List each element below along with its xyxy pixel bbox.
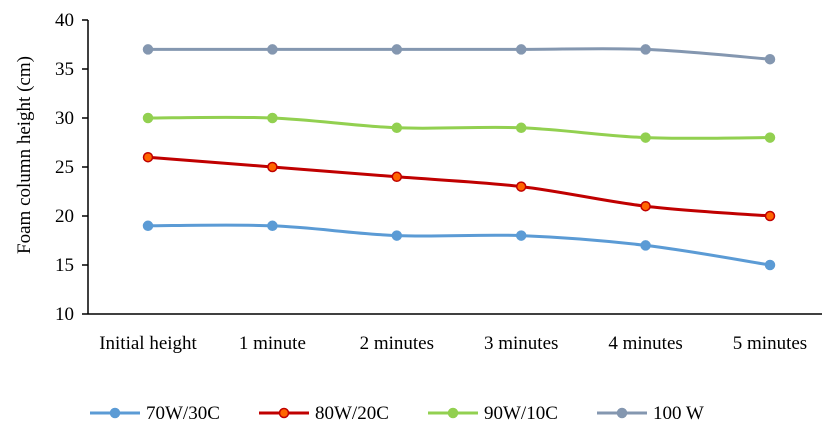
data-point [142,151,154,163]
y-tick-label: 40 [55,10,74,31]
legend-marker [109,407,121,419]
data-point [640,200,651,212]
y-tick-label: 15 [55,255,74,276]
data-point [515,230,527,241]
series-line [147,155,771,218]
y-tick-label: 10 [55,304,74,325]
y-tick-label: 30 [55,108,74,129]
legend: 70W/30C 80W/20C 90W/10C 100 W [90,403,704,423]
data-point [515,122,527,134]
legend-label: 90W/10C [484,403,558,423]
x-axis-ticks: Initial height 1 minute 2 minutes 3 minutes… [99,333,807,354]
series-line [147,223,771,267]
data-point [391,122,403,134]
legend-marker [616,407,628,419]
legend-label: 70W/30C [146,403,220,423]
x-tick-label: 5 minutes [733,333,807,354]
data-point [640,240,651,251]
series-layer [142,44,776,271]
data-point [267,161,278,173]
data-point [142,112,154,124]
x-tick-label: 3 minutes [484,333,558,354]
legend-entry: 100 W [597,403,704,423]
y-tick-label: 35 [55,59,74,80]
data-point [515,181,527,192]
data-point [267,220,278,232]
y-axis-title: Foam column height (cm) [14,56,35,254]
x-tick-label: Initial height [99,333,197,354]
data-point [391,44,403,55]
legend-marker [278,407,290,419]
data-point [764,259,776,271]
axes [87,20,822,315]
data-point [640,44,651,55]
y-tick-label: 25 [55,157,74,178]
data-point [515,44,527,55]
series-3 [142,44,776,65]
legend-label: 80W/20C [315,403,389,423]
legend-entry: 90W/10C [428,403,558,423]
data-point [640,132,651,143]
data-point [142,220,154,232]
legend-marker [447,407,459,419]
data-point [267,112,278,124]
series-1 [142,151,776,222]
legend-label: 100 W [653,403,704,423]
legend-entry: 70W/30C [90,403,220,423]
x-tick-label: 4 minutes [608,333,682,354]
series-line [147,115,771,140]
series-2 [142,112,776,143]
series-0 [142,220,776,271]
data-point [764,210,776,222]
data-point [764,53,776,65]
data-point [391,230,403,241]
series-line [148,47,771,61]
data-point [267,44,278,55]
data-point [142,44,154,55]
x-tick-label: 2 minutes [360,333,434,354]
data-point [391,171,403,183]
y-tick-label: 20 [55,206,74,227]
data-point [764,132,776,143]
x-tick-label: 1 minute [239,333,306,354]
legend-entry: 80W/20C [259,403,389,423]
y-axis-ticks: 10 15 20 25 30 35 40 [55,10,88,325]
